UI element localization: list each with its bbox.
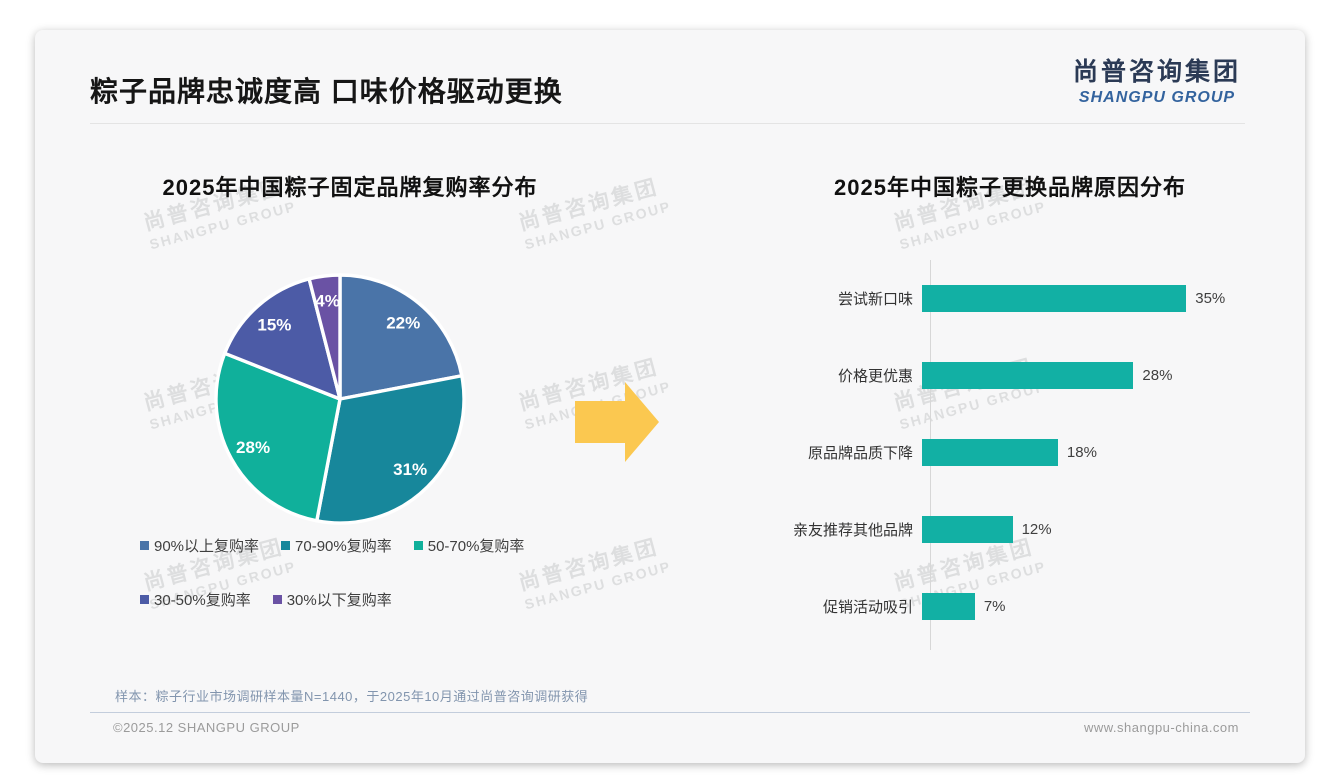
legend-swatch [281,541,291,550]
legend-label: 50-70%复购率 [427,538,525,555]
footer-copyright: ©2025.12 SHANGPU GROUP [113,720,300,735]
legend-swatch [413,541,423,550]
bar-value-label: 35% [1195,290,1226,307]
pie-slice [338,273,464,401]
legend-label: 30-50%复购率 [154,592,251,609]
slide-card: 尚普咨询集团 SHANGPU GROUP 尚普咨询集团 SHANGPU GROUP 尚普… [35,30,1305,763]
pie-slice [223,277,342,401]
brand-logo: 尚普咨询集团 SHANGPU GROUP [1073,52,1241,107]
title-divider [90,123,1245,124]
bar-value-label: 12% [1021,521,1052,538]
legend-item: 50-70%复购率 [413,535,525,556]
bar-fill [922,593,975,620]
bar-row: 亲友推荐其他品牌 12% [772,491,1262,568]
bar-value-label: 18% [1066,444,1097,461]
legend-swatch [140,541,149,550]
footer-website: www.shangpu-china.com [1083,720,1239,735]
pie-slice-value: 28% [236,438,270,457]
legend-item: 30-50%复购率 [140,589,251,610]
bar-fill [922,285,1187,312]
bar-fill [922,516,1013,543]
bar-chart: 尝试新口味 35% 价格更优惠 28% 原品牌品质下降 18% 亲友推荐其他品牌 12% 促销活… [772,260,1262,650]
pie-chart-title: 2025年中国粽子固定品牌复购率分布 [162,175,538,200]
bar-category-label: 促销活动吸引 [822,599,913,616]
page-title: 粽子品牌忠诚度高 口味价格驱动更换 [90,76,563,107]
pie-legend: 90%以上复购率 70-90%复购率 50-70%复购率 30-50%复购率 30%以下… [140,535,595,610]
pie-slice [214,351,342,523]
bar-row: 促销活动吸引 7% [772,568,1262,645]
pie-slice-value: 4% [315,292,340,311]
pie-slice [315,374,466,525]
pie-slice-value: 15% [257,316,291,335]
bar-row: 价格更优惠 28% [772,337,1262,414]
right-arrow-icon [575,382,659,462]
pie-slice [307,273,342,401]
pie-slice-value: 31% [393,460,427,479]
legend-label: 30%以下复购率 [286,592,392,609]
sample-note: 样本：粽子行业市场调研样本量N=1440，于2025年10月通过尚普咨询调研获得 [115,689,589,704]
legend-label: 70-90%复购率 [295,538,392,555]
bar-category-label: 尝试新口味 [837,291,913,308]
legend-item: 90%以上复购率 [140,535,259,556]
bar-category-label: 原品牌品质下降 [807,445,913,462]
bar-category-label: 价格更优惠 [837,368,913,385]
bar-category-label: 亲友推荐其他品牌 [792,522,913,539]
legend-label: 90%以上复购率 [154,538,260,555]
pie-chart: 22% 31% 28% 15% 4% [214,273,466,525]
legend-swatch [272,595,282,604]
bar-fill [922,362,1134,389]
bar-value-label: 28% [1142,367,1173,384]
footer-divider [90,712,1250,713]
bar-row: 尝试新口味 35% [772,260,1262,337]
legend-swatch [140,595,149,604]
legend-item: 70-90%复购率 [281,535,392,556]
pie-slice-value: 22% [386,314,420,333]
bar-value-label: 7% [983,598,1006,615]
bar-row: 原品牌品质下降 18% [772,414,1262,491]
legend-item: 30%以下复购率 [272,589,392,610]
bar-chart-title: 2025年中国粽子更换品牌原因分布 [834,175,1186,200]
brand-logo-cn: 尚普咨询集团 [1072,58,1241,86]
brand-logo-en: SHANGPU GROUP [1078,89,1236,106]
bar-fill [922,439,1058,466]
